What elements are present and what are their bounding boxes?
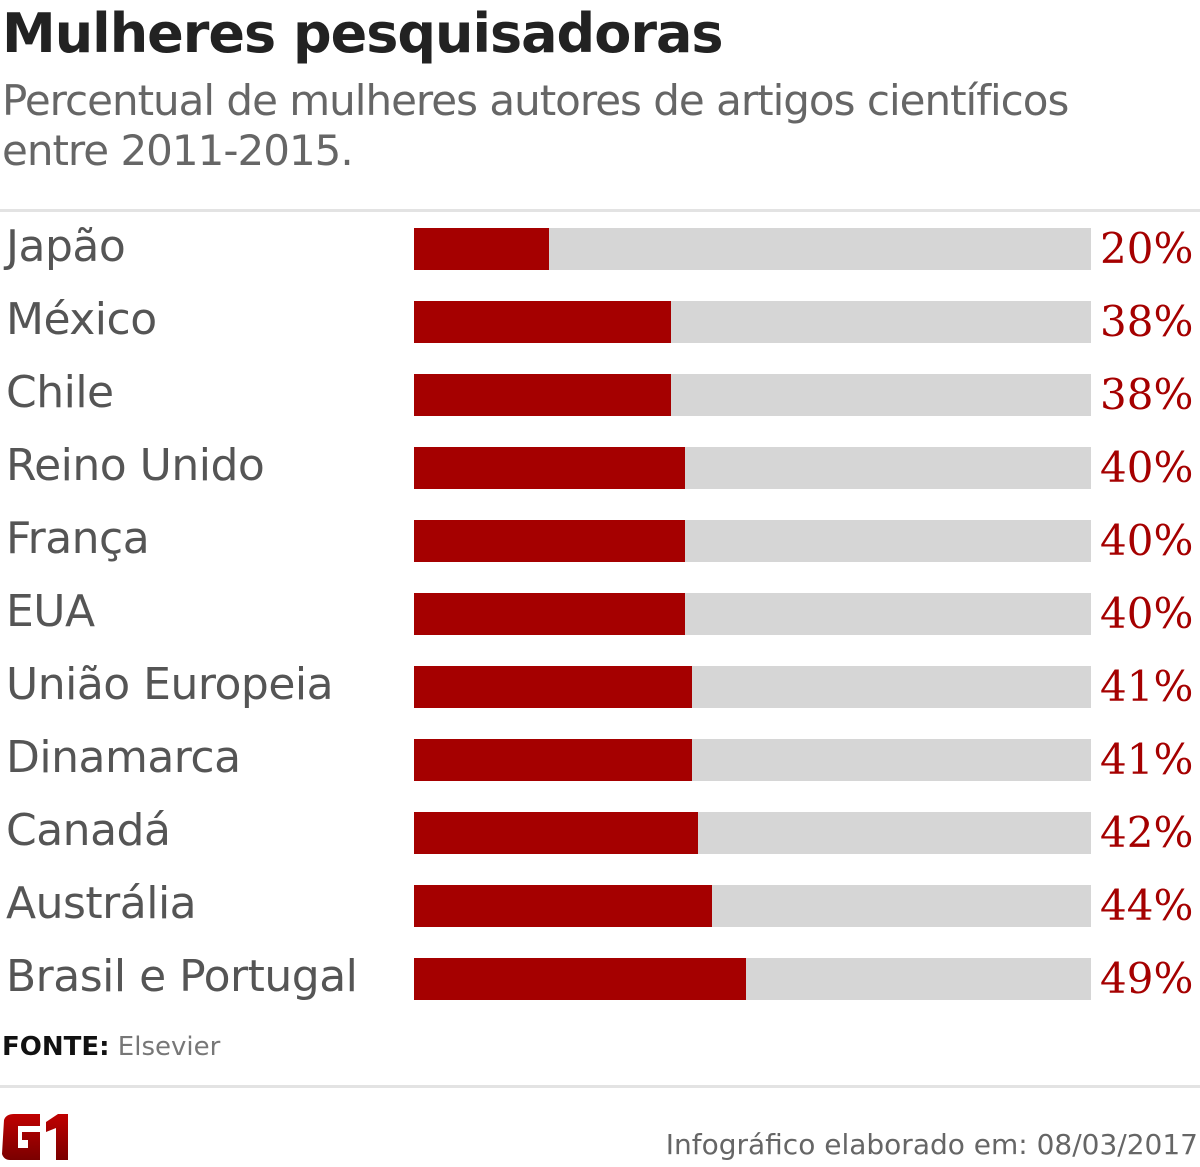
- value-label: 41%: [1100, 735, 1194, 784]
- bar-track: [414, 885, 1091, 927]
- value-label: 49%: [1100, 954, 1194, 1003]
- category-label: Chile: [6, 367, 114, 418]
- bar: [414, 885, 712, 927]
- bar-track: [414, 374, 1091, 416]
- g1-logo: [0, 1112, 72, 1166]
- bottom-divider: [0, 1085, 1200, 1088]
- bar: [414, 958, 746, 1000]
- bar-track: [414, 520, 1091, 562]
- bar: [414, 812, 699, 854]
- bar-track: [414, 447, 1091, 489]
- bar-track: [414, 301, 1091, 343]
- value-label: 38%: [1100, 370, 1194, 419]
- top-divider: [0, 209, 1200, 212]
- bar: [414, 520, 685, 562]
- bar: [414, 374, 672, 416]
- category-label: França: [6, 513, 150, 564]
- bar-track: [414, 739, 1091, 781]
- bar-track: [414, 812, 1091, 854]
- category-label: Canadá: [6, 805, 171, 856]
- category-label: União Europeia: [6, 659, 334, 710]
- category-label: Reino Unido: [6, 440, 265, 491]
- bar-track: [414, 958, 1091, 1000]
- bar: [414, 739, 692, 781]
- value-label: 40%: [1100, 443, 1194, 492]
- category-label: Austrália: [6, 878, 197, 929]
- category-label: México: [6, 294, 157, 345]
- category-label: Brasil e Portugal: [6, 951, 358, 1002]
- page-subtitle: Percentual de mulheres autores de artigo…: [2, 76, 1069, 175]
- value-label: 40%: [1100, 516, 1194, 565]
- bar: [414, 228, 550, 270]
- category-label: Japão: [6, 221, 126, 272]
- value-label: 42%: [1100, 808, 1194, 857]
- category-label: Dinamarca: [6, 732, 241, 783]
- bar: [414, 301, 672, 343]
- footer-text: Infográfico elaborado em: 08/03/2017: [665, 1128, 1198, 1161]
- page-title: Mulheres pesquisadoras: [2, 2, 724, 65]
- value-label: 38%: [1100, 297, 1194, 346]
- value-label: 40%: [1100, 589, 1194, 638]
- value-label: 20%: [1100, 224, 1194, 273]
- source-value: Elsevier: [117, 1032, 221, 1062]
- source-label: FONTE:: [2, 1032, 110, 1062]
- category-label: EUA: [6, 586, 95, 637]
- source: FONTE: Elsevier: [2, 1032, 220, 1062]
- bar-track: [414, 228, 1091, 270]
- value-label: 41%: [1100, 662, 1194, 711]
- bar: [414, 593, 685, 635]
- bar: [414, 447, 685, 489]
- bar: [414, 666, 692, 708]
- value-label: 44%: [1100, 881, 1194, 930]
- bar-track: [414, 666, 1091, 708]
- bar-track: [414, 593, 1091, 635]
